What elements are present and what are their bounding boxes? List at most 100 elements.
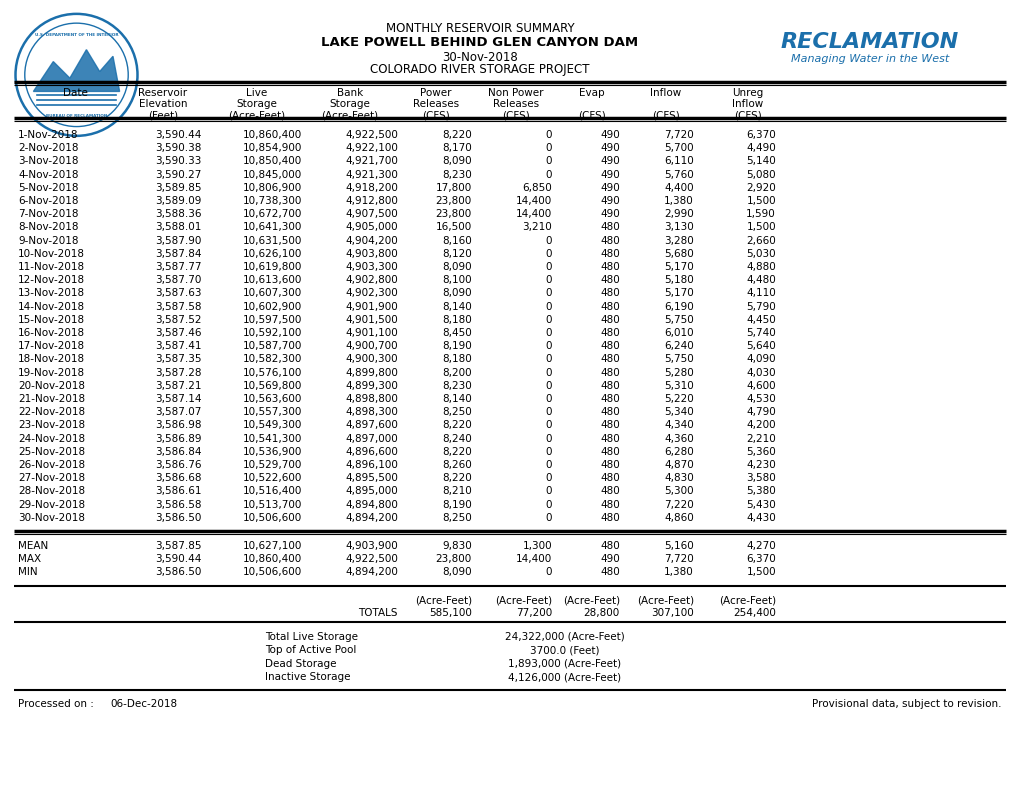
Text: 1-Nov-2018: 1-Nov-2018 [18, 130, 78, 140]
Text: 5,340: 5,340 [663, 407, 693, 417]
Text: 4,830: 4,830 [663, 474, 693, 483]
Text: 5,030: 5,030 [746, 249, 775, 258]
Text: 8,230: 8,230 [442, 169, 472, 180]
Text: 4,480: 4,480 [746, 275, 775, 285]
Text: 2,990: 2,990 [663, 209, 693, 219]
Text: 4,400: 4,400 [663, 183, 693, 193]
Text: 4,430: 4,430 [746, 513, 775, 522]
Text: 3,590.27: 3,590.27 [156, 169, 202, 180]
Text: 6,110: 6,110 [663, 156, 693, 166]
Text: 8,170: 8,170 [442, 143, 472, 153]
Text: 3,587.07: 3,587.07 [156, 407, 202, 417]
Text: 5,280: 5,280 [663, 367, 693, 377]
Text: Provisional data, subject to revision.: Provisional data, subject to revision. [812, 699, 1001, 708]
Text: 23-Nov-2018: 23-Nov-2018 [18, 421, 85, 430]
Text: 480: 480 [599, 328, 620, 338]
Text: 480: 480 [599, 381, 620, 391]
Text: 8,090: 8,090 [442, 567, 472, 578]
Text: 10,860,400: 10,860,400 [243, 554, 302, 564]
Text: RECLAMATION: RECLAMATION [781, 32, 958, 52]
Text: Inflow: Inflow [650, 88, 681, 98]
Text: 480: 480 [599, 486, 620, 496]
Text: 490: 490 [599, 130, 620, 140]
Text: 2,210: 2,210 [746, 433, 775, 444]
Text: 5,170: 5,170 [663, 262, 693, 272]
Text: 10,597,500: 10,597,500 [243, 314, 302, 325]
Text: 585,100: 585,100 [429, 608, 472, 618]
Text: 0: 0 [545, 355, 551, 364]
Text: 14,400: 14,400 [516, 554, 551, 564]
Text: 20-Nov-2018: 20-Nov-2018 [18, 381, 85, 391]
Text: 10,602,900: 10,602,900 [243, 302, 302, 311]
Text: (Acre-Feet): (Acre-Feet) [718, 596, 775, 606]
Text: 0: 0 [545, 367, 551, 377]
Text: 3,587.14: 3,587.14 [155, 394, 202, 404]
Text: 480: 480 [599, 500, 620, 510]
Text: MIN: MIN [18, 567, 38, 578]
Text: 4,360: 4,360 [663, 433, 693, 444]
Text: TOTALS: TOTALS [358, 608, 397, 618]
Text: 5,080: 5,080 [746, 169, 775, 180]
Text: 10,592,100: 10,592,100 [243, 328, 302, 338]
Text: 23,800: 23,800 [435, 196, 472, 206]
Text: 4,340: 4,340 [663, 421, 693, 430]
Text: 8,210: 8,210 [442, 486, 472, 496]
Text: 1,590: 1,590 [746, 209, 775, 219]
Text: 6,010: 6,010 [663, 328, 693, 338]
Text: 3,586.61: 3,586.61 [155, 486, 202, 496]
Text: 4,918,200: 4,918,200 [344, 183, 397, 193]
Text: 2,920: 2,920 [746, 183, 775, 193]
Text: 3,588.36: 3,588.36 [155, 209, 202, 219]
Text: 10,613,600: 10,613,600 [243, 275, 302, 285]
Text: 10,850,400: 10,850,400 [243, 156, 302, 166]
Text: 0: 0 [545, 433, 551, 444]
Text: 480: 480 [599, 541, 620, 551]
Text: Managing Water in the West: Managing Water in the West [790, 54, 949, 64]
Text: 480: 480 [599, 407, 620, 417]
Text: 5,750: 5,750 [663, 314, 693, 325]
Text: 480: 480 [599, 275, 620, 285]
Text: 0: 0 [545, 236, 551, 246]
Text: 10,806,900: 10,806,900 [243, 183, 302, 193]
Text: 10,619,800: 10,619,800 [243, 262, 302, 272]
Text: 0: 0 [545, 421, 551, 430]
Text: Evap: Evap [579, 88, 604, 98]
Text: Releases: Releases [413, 99, 459, 109]
Text: 4,898,300: 4,898,300 [344, 407, 397, 417]
Text: 6,240: 6,240 [663, 341, 693, 351]
Text: 1,380: 1,380 [663, 196, 693, 206]
Text: 5,310: 5,310 [663, 381, 693, 391]
Text: 4,897,600: 4,897,600 [344, 421, 397, 430]
Text: 0: 0 [545, 314, 551, 325]
Text: 0: 0 [545, 486, 551, 496]
Text: 4,901,100: 4,901,100 [344, 328, 397, 338]
Text: 3,587.77: 3,587.77 [155, 262, 202, 272]
Text: MAX: MAX [18, 554, 41, 564]
Text: 4,090: 4,090 [746, 355, 775, 364]
Text: 8,220: 8,220 [442, 474, 472, 483]
Text: 3,586.89: 3,586.89 [155, 433, 202, 444]
Text: 10,536,900: 10,536,900 [243, 447, 302, 457]
Text: 3,587.58: 3,587.58 [155, 302, 202, 311]
Text: 22-Nov-2018: 22-Nov-2018 [18, 407, 85, 417]
Text: 8,100: 8,100 [442, 275, 472, 285]
Text: 4,895,000: 4,895,000 [344, 486, 397, 496]
Text: 28-Nov-2018: 28-Nov-2018 [18, 486, 85, 496]
Text: 4,894,200: 4,894,200 [344, 513, 397, 522]
Text: 4,901,900: 4,901,900 [344, 302, 397, 311]
Text: 3,586.84: 3,586.84 [155, 447, 202, 457]
Text: MEAN: MEAN [18, 541, 48, 551]
Text: 3,587.85: 3,587.85 [155, 541, 202, 551]
Text: 4,899,800: 4,899,800 [344, 367, 397, 377]
Text: 0: 0 [545, 249, 551, 258]
Text: 4,270: 4,270 [746, 541, 775, 551]
Text: 4,899,300: 4,899,300 [344, 381, 397, 391]
Text: 4,903,300: 4,903,300 [344, 262, 397, 272]
Text: 8,090: 8,090 [442, 288, 472, 299]
Text: 480: 480 [599, 262, 620, 272]
Text: 3,586.50: 3,586.50 [156, 567, 202, 578]
Text: U.S. DEPARTMENT OF THE INTERIOR: U.S. DEPARTMENT OF THE INTERIOR [35, 33, 118, 37]
Text: 15-Nov-2018: 15-Nov-2018 [18, 314, 85, 325]
Text: 4-Nov-2018: 4-Nov-2018 [18, 169, 78, 180]
Text: 5,380: 5,380 [746, 486, 775, 496]
